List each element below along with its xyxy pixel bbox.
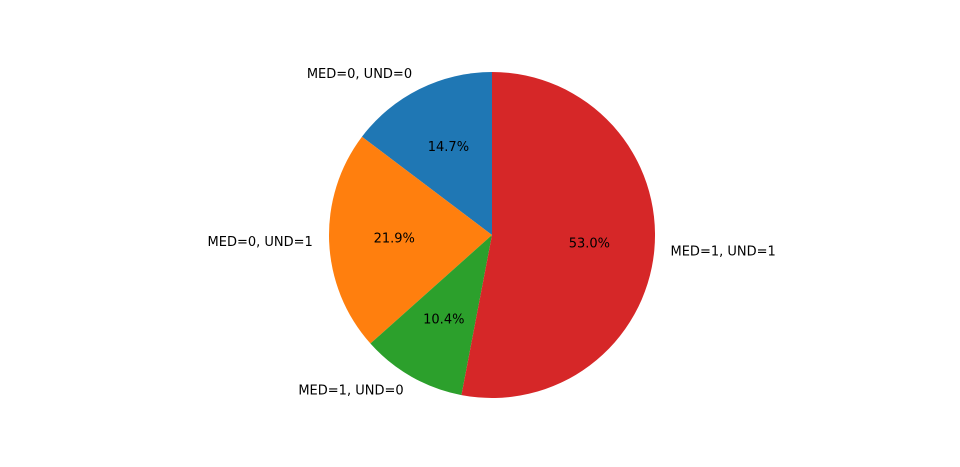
slice-label: MED=1, UND=0 [298, 384, 403, 399]
percent-label: 10.4% [423, 313, 464, 328]
pie-slice [461, 72, 656, 398]
percent-label: 21.9% [374, 231, 415, 246]
percent-label: 53.0% [569, 237, 610, 252]
pie-slice [370, 235, 492, 396]
pie-labels: 14.7% MED=0, UND=0 21.9% MED=0, UND=1 10.4% M… [208, 67, 776, 399]
slice-label: MED=0, UND=1 [208, 235, 313, 250]
pie-slices [328, 71, 656, 398]
slice-label: MED=1, UND=1 [671, 244, 776, 259]
slice-label: MED=0, UND=0 [307, 67, 412, 82]
pie-slice [361, 71, 492, 235]
pie-slice [328, 136, 492, 344]
percent-label: 14.7% [428, 140, 469, 155]
